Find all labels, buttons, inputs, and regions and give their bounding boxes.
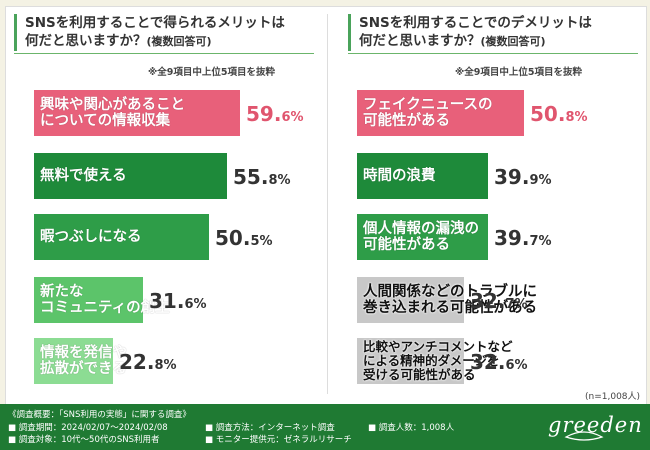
bar-label: 無料で使える [40,168,127,184]
value-integer: 39. [494,226,530,250]
value-decimal: 5% [250,234,273,249]
value-decimal: 6% [184,297,207,312]
value-decimal: 9% [529,173,552,188]
bar [34,153,227,199]
bar [34,338,113,384]
bar [34,214,209,260]
bar-label: フェイクニュースの 可能性がある [363,97,493,129]
bar-label: 人間関係などのトラブルに 巻き込まれる可能性がある [363,284,537,316]
bar [357,338,464,384]
bar-label: 暇つぶしになる [40,229,142,245]
title-underline [14,53,314,54]
title-suffix: (複数回答可) [480,35,546,48]
value-integer: 59. [246,102,282,126]
title-line2: 何だと思いますか？ [359,33,481,49]
value-decimal: 8% [565,110,588,125]
bar-value-label: 39.9% [494,166,552,192]
panel-divider [327,14,328,394]
bar-value-label: 32.6% [470,351,528,377]
footer-period: ■ 調査期間：2024/02/07〜2024/02/08 [8,423,168,433]
bar-label: 比較やアンチコメントなど による精神的ダメージを 受ける可能性がある [363,339,513,382]
bar-value-label: 55.8% [233,166,291,192]
logo-leaf-icon [564,431,604,441]
bar-label: 個人情報の漏洩の 可能性がある [363,221,479,253]
footer-method: ■ 調査方法：インターネット調査 [205,423,335,433]
bar [357,153,488,199]
bar-label: 興味や関心があること についての情報収集 [40,97,185,129]
bar [357,90,524,136]
value-integer: 32. [470,350,506,374]
value-integer: 32. [470,289,506,313]
title-underline [348,53,638,54]
bar-label: 情報を発信や 拡散ができる [40,345,127,377]
footer-count: ■ 調査人数：1,008人 [368,423,455,433]
bar-label: 時間の浪費 [363,168,436,184]
bar-value-label: 59.6% [246,103,304,129]
sample-size-note: (n=1,008人) [585,392,641,402]
bar-value-label: 22.8% [119,351,177,377]
value-decimal: 7% [505,297,528,312]
note-demerit: ※全9項目中上位5項目を抜粋 [455,67,582,78]
value-integer: 55. [233,165,269,189]
value-decimal: 7% [529,234,552,249]
title-line2: 何だと思いますか？ [25,33,147,49]
footer-background [0,404,650,450]
note-merit: ※全9項目中上位5項目を抜粋 [148,67,275,78]
value-integer: 39. [494,165,530,189]
title-suffix: (複数回答可) [146,35,212,48]
bar [357,277,464,323]
value-integer: 50. [530,102,566,126]
bar [34,277,143,323]
value-decimal: 8% [154,358,177,373]
chart-title-demerit: SNSを利用することでのデメリットは 何だと思いますか？(複数回答可) [348,14,649,51]
value-decimal: 6% [281,110,304,125]
bar-value-label: 50.5% [215,227,273,253]
value-decimal: 8% [268,173,291,188]
value-integer: 31. [149,289,185,313]
chart-title-merit: SNSを利用することで得られるメリットは 何だと思いますか？(複数回答可) [14,14,325,51]
title-line1: SNSを利用することで得られるメリットは [25,15,285,31]
bar [34,90,240,136]
bar-value-label: 50.8% [530,103,588,129]
bar-value-label: 39.7% [494,227,552,253]
footer-overview: 《調査概要：「SNS利用の実態」に関する調査》 [8,410,191,420]
value-decimal: 6% [505,358,528,373]
footer-target: ■ 調査対象：10代〜50代のSNS利用者 [8,435,160,445]
value-integer: 50. [215,226,251,250]
bar-label: 新たな コミュニティの創生 [40,284,170,316]
bar-value-label: 32.7% [470,290,528,316]
value-integer: 22. [119,350,155,374]
bar [357,214,488,260]
brand-logo: greeden [548,413,643,437]
bar-value-label: 31.6% [149,290,207,316]
title-line1: SNSを利用することでのデメリットは [359,15,592,31]
footer-provider: ■ モニター提供元：ゼネラルリサーチ [205,435,352,445]
